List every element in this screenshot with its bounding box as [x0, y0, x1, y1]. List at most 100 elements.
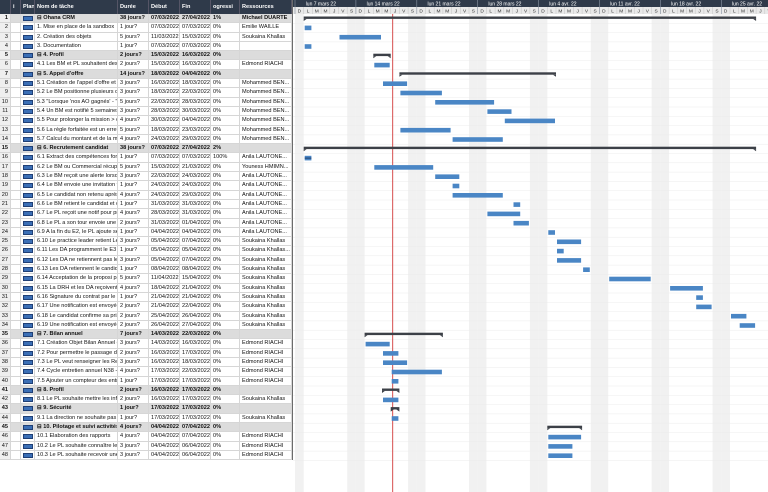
collapse-icon[interactable]: ⊟	[37, 424, 44, 431]
task-end[interactable]: 21/04/2022	[182, 292, 211, 302]
row-id[interactable]: 7	[0, 69, 11, 79]
task-resources[interactable]: Soukaina Khallas	[240, 292, 292, 302]
task-start[interactable]: 21/04/2022	[151, 302, 180, 311]
task-bar[interactable]	[452, 193, 503, 198]
row-id[interactable]: 37	[0, 348, 11, 357]
table-row[interactable]: 19 6.4 Le BM envoie une invitation to... 1…	[0, 181, 292, 191]
task-duration[interactable]: 1 jour?	[118, 153, 149, 162]
task-progress[interactable]: 0%	[211, 97, 240, 106]
summary-bar[interactable]	[390, 407, 400, 410]
task-resources[interactable]: Emilie WAILLE	[240, 23, 292, 32]
task-name[interactable]: 6.9 A la fin du E2, le PL ajoute ses...	[37, 227, 118, 237]
task-progress[interactable]: 0%	[211, 265, 240, 274]
task-bar[interactable]	[435, 100, 495, 105]
task-bar[interactable]	[383, 81, 408, 86]
table-row[interactable]: 8 5.1 Création de l'appel d'offre et le..…	[0, 79, 292, 89]
task-start[interactable]: 07/03/2022	[151, 23, 180, 32]
task-duration[interactable]: 14 jours?	[118, 69, 149, 79]
task-end[interactable]: 07/04/2022	[182, 423, 211, 432]
task-resources[interactable]: Soukaina Khallas	[240, 395, 292, 404]
task-end[interactable]: 17/03/2022	[182, 348, 211, 357]
header-end[interactable]: Fin	[180, 0, 211, 14]
task-start[interactable]: 05/04/2022	[151, 246, 180, 255]
table-row[interactable]: 13 5.6 La règle forfaitée est un erreu...…	[0, 125, 292, 135]
task-name[interactable]: 6.2 Le BM ou Commercial récupè...	[37, 162, 118, 172]
task-start[interactable]: 07/03/2022	[151, 144, 180, 153]
row-id[interactable]: 31	[0, 292, 11, 302]
row-id[interactable]: 23	[0, 218, 11, 227]
task-resources[interactable]: Edmond RIACHI	[240, 432, 292, 441]
task-start[interactable]: 17/03/2022	[151, 376, 180, 385]
task-progress[interactable]: 0%	[211, 367, 240, 376]
row-id[interactable]: 15	[0, 144, 11, 153]
task-duration[interactable]: 4 jours?	[118, 423, 149, 432]
task-start[interactable]: 28/03/2022	[151, 106, 180, 116]
row-id[interactable]: 13	[0, 125, 11, 134]
task-name[interactable]: 8.1 Le PL souhaite mettre les infos ...	[37, 395, 118, 404]
task-bar[interactable]	[548, 444, 573, 449]
task-duration[interactable]: 38 jours?	[118, 14, 149, 23]
table-row[interactable]: 42 8.1 Le PL souhaite mettre les infos ..…	[0, 395, 292, 405]
task-end[interactable]: 17/03/2022	[182, 413, 211, 423]
task-name[interactable]: ⊟ 10. Pilotage et suivi activités OHA...	[37, 423, 118, 432]
table-row[interactable]: 10 5.3 "Lorsque 'nos AO gagnés' - "F... 5 …	[0, 97, 292, 107]
task-name[interactable]: 6.3 Le BM reçoit une alerte lorsqu'...	[37, 172, 118, 181]
task-bar[interactable]	[487, 109, 512, 114]
row-id[interactable]: 46	[0, 432, 11, 441]
task-duration[interactable]: 3 jours?	[118, 79, 149, 88]
table-row[interactable]: 27 6.12 Les DA ne retiennent pas le ... 3 …	[0, 255, 292, 266]
task-end[interactable]: 22/03/2022	[182, 88, 211, 97]
task-resources[interactable]: Anila LAUTONE...	[240, 209, 292, 218]
task-bar[interactable]	[548, 434, 582, 440]
task-resources[interactable]: Mohammed BEN...	[240, 97, 292, 106]
task-start[interactable]: 15/03/2022	[151, 60, 180, 69]
task-end[interactable]: 16/03/2022	[182, 60, 211, 69]
task-duration[interactable]: 1 jour?	[118, 265, 149, 274]
collapse-icon[interactable]: ⊟	[37, 70, 44, 77]
task-bar[interactable]	[696, 295, 703, 300]
table-row[interactable]: 17 6.2 Le BM ou Commercial récupè... 5 jou…	[0, 162, 292, 173]
task-bar[interactable]	[609, 276, 651, 282]
row-id[interactable]: 35	[0, 330, 11, 339]
task-name[interactable]: 10.2 Le PL souhaite connaître les ...	[37, 441, 118, 450]
table-row[interactable]: 7 ⊟ 5. Appel d'offre 14 jours? 18/03/2022 04…	[0, 69, 292, 80]
task-duration[interactable]: 1 jour?	[118, 413, 149, 423]
table-row[interactable]: 1 ⊟ Ohana CRM 38 jours? 07/03/2022 27/04/202…	[0, 14, 292, 24]
table-row[interactable]: 30 6.15 La DRH et les DA reçoivent u... 4 …	[0, 283, 292, 293]
task-end[interactable]: 26/04/2022	[182, 311, 211, 320]
task-name[interactable]: 9.1 La direction ne souhaite pas q...	[37, 413, 118, 423]
task-progress[interactable]: 0%	[211, 60, 240, 69]
task-bar[interactable]	[400, 127, 451, 133]
table-row[interactable]: 44 9.1 La direction ne souhaite pas q... 1…	[0, 413, 292, 424]
table-row[interactable]: 36 7.1 Création Objet Bilan Annuel du...3…	[0, 339, 292, 349]
task-start[interactable]: 14/03/2022	[151, 330, 180, 339]
task-resources[interactable]: Mohammed BEN...	[240, 106, 292, 116]
task-progress[interactable]: 0%	[211, 209, 240, 218]
row-id[interactable]: 22	[0, 209, 11, 218]
task-start[interactable]: 08/04/2022	[151, 265, 180, 274]
task-progress[interactable]: 0%	[211, 432, 240, 441]
task-name[interactable]: 5.6 La règle forfaitée est un erreu...	[37, 125, 118, 134]
task-resources[interactable]: Anila LAUTONE...	[240, 181, 292, 190]
task-name[interactable]: ⊟ Ohana CRM	[35, 14, 118, 23]
task-start[interactable]: 16/03/2022	[151, 79, 180, 88]
task-bar[interactable]	[557, 239, 582, 245]
task-progress[interactable]: 0%	[211, 116, 240, 125]
task-start[interactable]: 22/03/2022	[151, 97, 180, 106]
task-start[interactable]: 22/03/2022	[151, 172, 180, 181]
task-end[interactable]: 17/03/2022	[182, 395, 211, 404]
task-end[interactable]: 27/04/2022	[182, 320, 211, 330]
task-progress[interactable]: 0%	[211, 283, 240, 292]
table-row[interactable]: 407.5 Ajouter un compteur des entret...1…	[0, 376, 292, 386]
task-bar[interactable]	[696, 304, 712, 310]
task-name[interactable]: 6.15 La DRH et les DA reçoivent u...	[37, 283, 118, 292]
task-progress[interactable]: 0%	[211, 246, 240, 255]
task-duration[interactable]: 2 jours?	[118, 348, 149, 357]
task-progress[interactable]: 0%	[211, 199, 240, 209]
row-id[interactable]: 39	[0, 367, 11, 376]
table-row[interactable]: 41 ⊟ 8. Profil 2 jours? 16/03/2022 17/03/202…	[0, 385, 292, 396]
task-end[interactable]: 06/04/2022	[182, 450, 211, 460]
task-end[interactable]: 17/03/2022	[182, 385, 211, 395]
task-duration[interactable]: 5 jours?	[118, 162, 149, 172]
task-progress[interactable]: 0%	[211, 339, 240, 348]
